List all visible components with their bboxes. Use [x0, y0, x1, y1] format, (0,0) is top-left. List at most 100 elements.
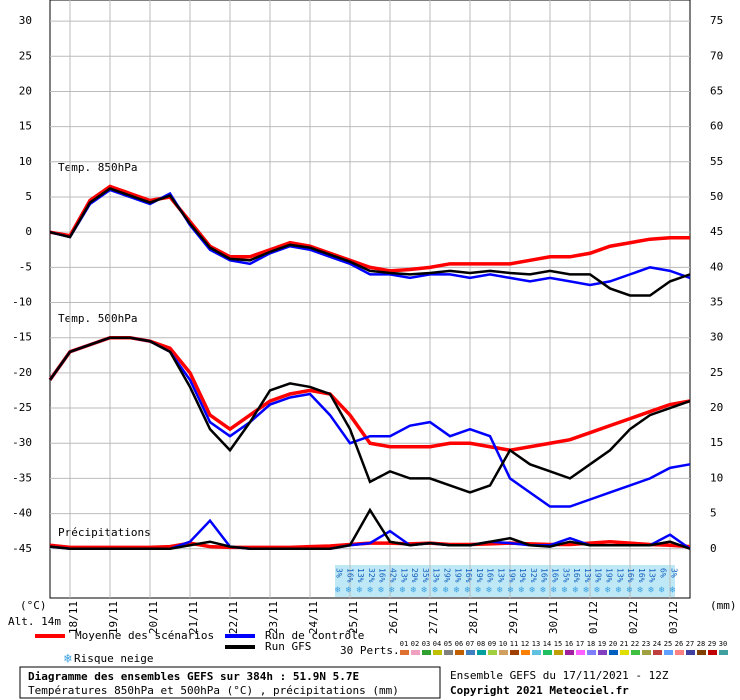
snow-risk: 3%: [335, 568, 344, 578]
pert-swatch: [532, 650, 541, 655]
pert-number: 06: [455, 640, 463, 648]
snow-risk: 19%: [475, 568, 484, 583]
pert-number: 04: [433, 640, 441, 648]
snow-risk: 19%: [507, 568, 516, 583]
legend-label: Run GFS: [265, 640, 311, 653]
y-tick-label: 5: [25, 190, 32, 203]
snow-risk: 13%: [648, 568, 657, 583]
x-tick-label: 18/11: [67, 601, 80, 634]
y-tick-label: 20: [19, 84, 32, 97]
x-tick-label: 19/11: [107, 601, 120, 634]
pert-swatch: [631, 650, 640, 655]
legend-label: Risque neige: [74, 652, 153, 665]
pert-swatch: [664, 650, 673, 655]
x-tick-label: 27/11: [427, 601, 440, 634]
x-tick-label: 26/11: [387, 601, 400, 634]
snow-icon: ❄: [421, 586, 427, 596]
pert-number: 19: [598, 640, 606, 648]
footer-box: [19, 666, 441, 699]
x-tick-label: 30/11: [547, 601, 560, 634]
snow-icon: ❄: [389, 586, 395, 596]
pert-swatch: [477, 650, 486, 655]
snow-icon: ❄: [465, 586, 471, 596]
pert-swatch: [642, 650, 651, 655]
snow-icon: ❄: [605, 586, 611, 596]
pert-number: 26: [675, 640, 683, 648]
y-tick-label: -40: [12, 507, 32, 520]
y2-tick-label: 20: [710, 401, 723, 414]
snow-risk: 3%: [669, 568, 678, 578]
pert-number: 09: [488, 640, 496, 648]
snow-icon: ❄: [594, 586, 600, 596]
pert-swatch: [433, 650, 442, 655]
pert-swatch: [466, 650, 475, 655]
snow-risk: 16%: [464, 568, 473, 583]
snow-risk: 6%: [659, 568, 668, 578]
snow-risk: 13%: [615, 568, 624, 583]
y-label: (°C): [20, 599, 47, 612]
x-tick-label: 22/11: [227, 601, 240, 634]
y2-tick-label: 25: [710, 366, 723, 379]
pert-number: 11: [510, 640, 518, 648]
snow-risk: 19%: [594, 568, 603, 583]
y-tick-label: -20: [12, 366, 32, 379]
snow-risk: 16%: [486, 568, 495, 583]
pert-number: 20: [609, 640, 617, 648]
panel-label: Précipitations: [58, 526, 151, 539]
snow-icon: ❄: [454, 586, 460, 596]
y2-tick-label: 60: [710, 120, 723, 133]
snow-icon: ❄: [497, 586, 503, 596]
snow-icon: ❄: [529, 586, 535, 596]
pert-swatch: [422, 650, 431, 655]
snow-icon: ❄: [562, 586, 568, 596]
x-tick-label: 25/11: [347, 601, 360, 634]
y-tick-label: 15: [19, 120, 32, 133]
snow-icon: ❄: [519, 586, 525, 596]
snow-risk: 29%: [443, 568, 452, 583]
snow-icon: ❄: [63, 652, 72, 667]
pert-number: 18: [587, 640, 595, 648]
x-tick-label: 29/11: [507, 601, 520, 634]
snow-icon: ❄: [670, 586, 676, 596]
pert-swatch: [587, 650, 596, 655]
y2-tick-label: 55: [710, 155, 723, 168]
snow-icon: ❄: [357, 586, 363, 596]
snow-icon: ❄: [659, 586, 665, 596]
y2-tick-label: 35: [710, 296, 723, 309]
snow-risk: 13%: [432, 568, 441, 583]
pert-number: 21: [620, 640, 628, 648]
y-tick-label: -35: [12, 471, 32, 484]
x-tick-label: 01/12: [587, 601, 600, 634]
snow-icon: ❄: [400, 586, 406, 596]
pert-swatch: [609, 650, 618, 655]
pert-swatch: [598, 650, 607, 655]
snow-risk: 29%: [410, 568, 419, 583]
snow-icon: ❄: [627, 586, 633, 596]
footer-copyright: Copyright 2021 Meteociel.fr: [450, 684, 629, 697]
snow-risk: 13%: [497, 568, 506, 583]
pert-swatch: [576, 650, 585, 655]
snow-risk: 42%: [389, 568, 398, 583]
y-tick-label: 30: [19, 14, 32, 27]
x-tick-label: 24/11: [307, 601, 320, 634]
y2-tick-label: 50: [710, 190, 723, 203]
pert-swatch: [455, 650, 464, 655]
snow-risk: 16%: [572, 568, 581, 583]
snow-risk: 13%: [583, 568, 592, 583]
footer-sub: Températures 850hPa et 500hPa (°C) , pré…: [28, 684, 399, 697]
pert-number: 22: [631, 640, 639, 648]
snow-icon: ❄: [346, 586, 352, 596]
series-line: [49, 187, 691, 297]
pert-swatch: [543, 650, 552, 655]
series-line: [48, 336, 691, 494]
y-tick-label: -5: [19, 260, 32, 273]
snow-risk: 16%: [637, 568, 646, 583]
y2-tick-label: 30: [710, 331, 723, 344]
snow-risk: 35%: [561, 568, 570, 583]
snow-risk: 13%: [399, 568, 408, 583]
y2-tick-label: 45: [710, 225, 723, 238]
snow-risk: 16%: [540, 568, 549, 583]
pert-number: 14: [543, 640, 551, 648]
x-tick-label: 02/12: [627, 601, 640, 634]
